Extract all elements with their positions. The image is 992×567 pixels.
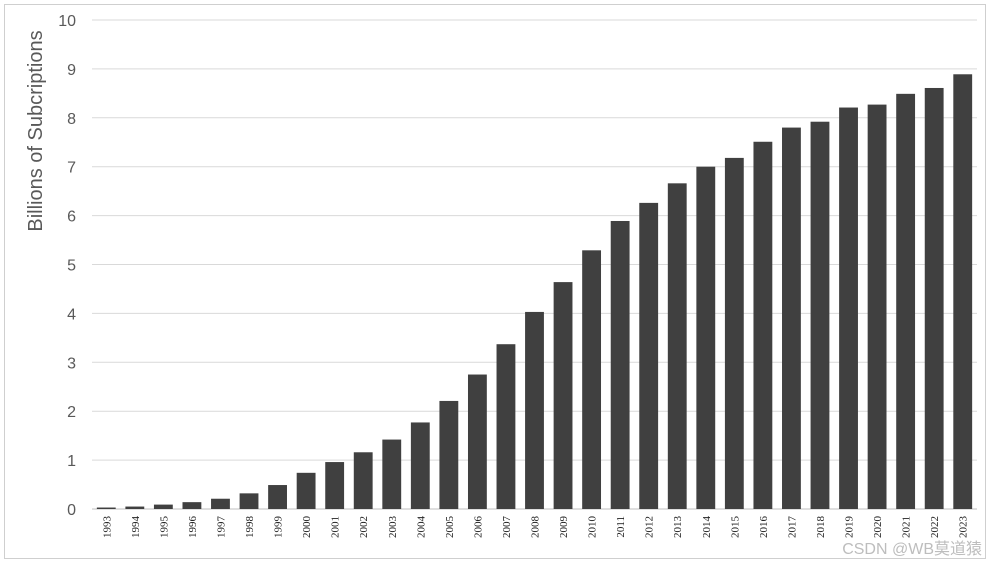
x-tick-label: 2000 [301,516,313,539]
bar-1997 [211,498,230,509]
x-tick-label: 2002 [358,516,370,538]
bar-2020 [867,104,887,510]
bar-2000 [296,472,316,509]
bars [96,74,973,510]
y-tick-label: 2 [67,404,76,421]
bar-2012 [639,202,659,510]
bar-1998 [239,493,259,509]
x-tick-label: 2011 [615,516,627,538]
x-tick-label: 2020 [872,516,884,539]
bar-1999 [268,485,287,509]
bar-2002 [353,452,373,509]
x-tick-label: 2004 [415,516,427,539]
x-tick-label: 1994 [130,516,142,539]
x-tick-label: 2007 [501,516,513,539]
y-axis-ticks: 0 1 2 3 4 5 6 7 8 9 10 [58,13,76,519]
y-tick-label: 9 [67,62,76,79]
bar-1995 [153,504,173,509]
bar-2017 [782,127,801,509]
bar-2023 [953,74,973,510]
bar-2019 [839,107,858,509]
x-tick-label: 1999 [273,516,285,539]
x-tick-label: 2023 [958,516,970,539]
y-tick-label: 1 [67,453,76,470]
bar-2009 [553,282,573,509]
bar-1994 [125,506,145,509]
bar-2003 [382,439,402,509]
x-tick-label: 2012 [644,516,656,538]
x-tick-label: 2009 [558,516,570,539]
x-tick-label: 2021 [901,516,913,538]
y-tick-label: 4 [67,306,76,323]
x-tick-label: 1993 [101,516,113,539]
bar-2022 [924,87,944,509]
bar-2005 [439,400,459,509]
y-tick-label: 7 [67,160,76,177]
watermark: CSDN @WB莫道猿 [842,541,982,558]
x-tick-label: 2016 [758,516,770,539]
x-tick-label: 1998 [244,516,256,539]
x-tick-label: 1996 [187,516,199,539]
x-tick-label: 2003 [387,516,399,539]
bar-2006 [467,374,487,509]
x-tick-label: 2006 [472,516,484,539]
x-tick-label: 2013 [672,516,684,539]
bar-2018 [810,121,830,509]
bar-2010 [582,250,602,509]
gridlines [92,19,977,510]
x-tick-label: 2019 [844,516,856,539]
bar-2004 [410,422,430,509]
x-tick-label: 2022 [929,516,941,538]
x-axis-ticks: 1993 1994 1995 1996 1997 1998 1999 2000 2001 2002… [101,516,969,539]
y-tick-label: 10 [58,13,76,30]
x-tick-label: 2008 [530,516,542,539]
bar-2016 [753,141,773,510]
x-tick-label: 1997 [215,516,227,539]
bar-2013 [667,183,687,510]
bar-2015 [724,157,744,509]
y-axis-label: Billions of Subcriptions [25,30,47,231]
x-tick-label: 2014 [701,516,713,539]
bar-2001 [325,462,345,509]
y-tick-label: 3 [67,355,76,372]
x-tick-label: 1995 [158,516,170,539]
y-tick-label: 0 [67,502,76,519]
y-tick-label: 6 [67,209,76,226]
x-tick-label: 2015 [729,516,741,539]
y-tick-label: 8 [67,111,76,128]
bar-2008 [525,311,544,509]
x-tick-label: 2017 [786,516,798,539]
x-tick-label: 2010 [587,516,599,539]
bar-2007 [496,344,516,509]
bar-1993 [96,507,116,509]
bar-2021 [896,93,916,510]
y-tick-label: 5 [67,258,76,275]
bar-2011 [610,220,630,509]
x-tick-label: 2001 [330,516,342,538]
bar-2014 [696,166,716,509]
x-tick-label: 2005 [444,516,456,539]
bar-1996 [182,502,202,509]
x-tick-label: 2018 [815,516,827,539]
